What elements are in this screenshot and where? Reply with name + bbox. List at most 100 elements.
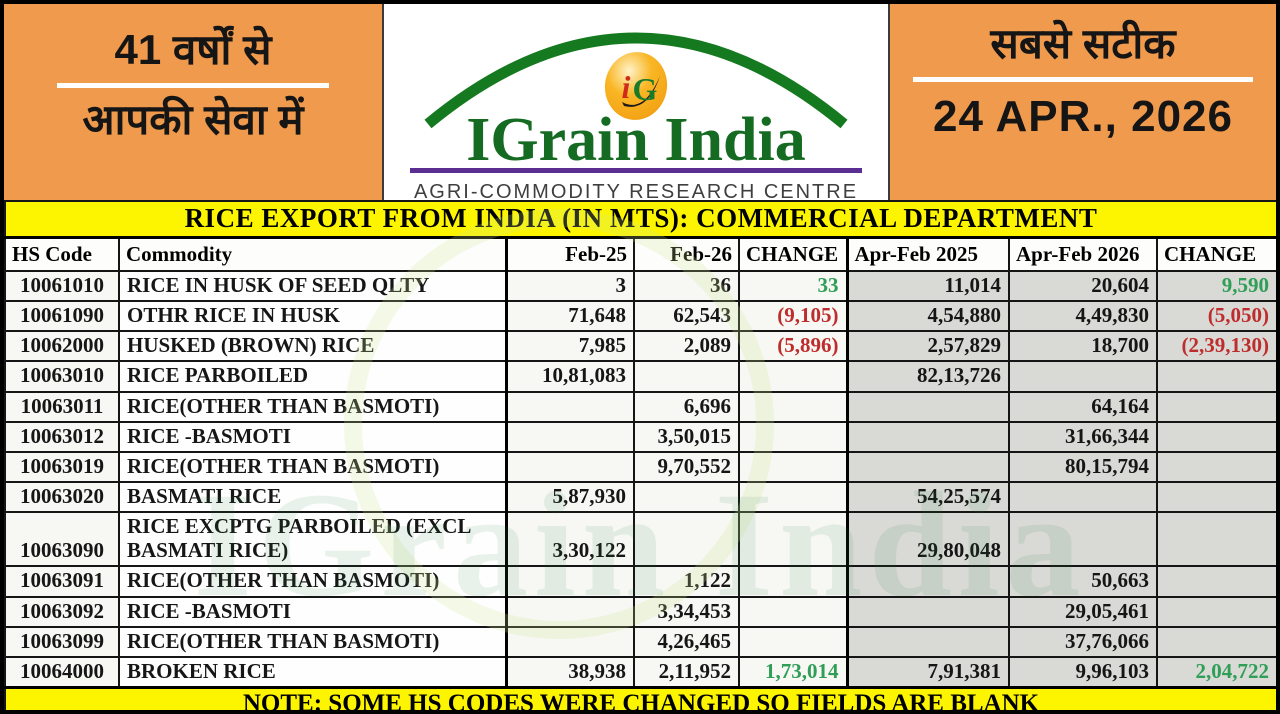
table-row: 10063090 RICE EXCPTG PARBOILED (EXCL BASM… [4, 511, 1276, 568]
cell-change-month [738, 595, 848, 628]
cell-apr-feb-2026: 9,96,103 [1008, 655, 1158, 689]
cell-feb25: 7,985 [504, 330, 635, 363]
cell-feb26 [633, 480, 740, 514]
logo-graphic: i G IGrain India [410, 32, 862, 174]
cell-feb25 [504, 625, 635, 658]
right-banner: सबसे सटीक 24 APR., 2026 [888, 4, 1276, 200]
cell-apr-feb-2026: 64,164 [1008, 390, 1158, 423]
cell-feb25: 71,648 [504, 300, 635, 333]
table-row: 10063099 RICE(OTHER THAN BASMOTI) 4,26,465… [4, 625, 1276, 658]
cell-feb25: 3,30,122 [504, 511, 635, 568]
cell-apr-feb-2026 [1008, 360, 1158, 393]
cell-apr-feb-2025 [845, 390, 1010, 423]
cell-commodity: RICE PARBOILED [118, 360, 507, 393]
cell-change-month [738, 480, 848, 514]
cell-change-month: (5,896) [738, 330, 848, 363]
cell-change-fy [1156, 360, 1276, 393]
cell-apr-feb-2026: 50,663 [1008, 565, 1158, 598]
cell-apr-feb-2026: 37,76,066 [1008, 625, 1158, 658]
left-banner-line1: 41 वर्षों से [114, 26, 272, 73]
cell-commodity: RICE -BASMOTI [118, 420, 507, 453]
cell-feb25 [504, 565, 635, 598]
cell-feb26: 2,089 [633, 330, 740, 363]
cell-change-fy [1156, 480, 1276, 514]
table-row: 10063020 BASMATI RICE 5,87,930 54,25,574 [4, 480, 1276, 514]
cell-apr-feb-2026: 80,15,794 [1008, 450, 1158, 483]
cell-change-fy [1156, 511, 1276, 568]
cell-hs-code: 10063090 [4, 511, 120, 568]
column-header-change-month: CHANGE [738, 236, 848, 272]
cell-hs-code: 10063099 [4, 625, 120, 658]
cell-change-fy: (5,050) [1156, 300, 1276, 333]
cell-feb26 [633, 511, 740, 568]
cell-apr-feb-2026 [1008, 511, 1158, 568]
cell-hs-code: 10063011 [4, 390, 120, 423]
cell-apr-feb-2025 [845, 595, 1010, 628]
cell-apr-feb-2026: 4,49,830 [1008, 300, 1158, 333]
cell-change-month [738, 511, 848, 568]
cell-commodity: RICE(OTHER THAN BASMOTI) [118, 625, 507, 658]
cell-feb26: 6,696 [633, 390, 740, 423]
table-row: 10063010 RICE PARBOILED 10,81,083 82,13,726 [4, 360, 1276, 393]
table-row: 10062000 HUSKED (BROWN) RICE 7,985 2,089 (5,… [4, 330, 1276, 363]
cell-apr-feb-2025 [845, 565, 1010, 598]
left-banner: 41 वर्षों से आपकी सेवा में [4, 4, 384, 200]
logo-arch [424, 32, 848, 129]
cell-commodity: RICE(OTHER THAN BASMOTI) [118, 450, 507, 483]
table-row: 10061090 OTHR RICE IN HUSK 71,648 62,543 (9,… [4, 300, 1276, 333]
cell-change-month [738, 625, 848, 658]
table-title: RICE EXPORT FROM INDIA (IN MTS): COMMERC… [4, 200, 1276, 239]
brand-text: IGrain India [466, 106, 805, 174]
cell-feb25: 3 [504, 269, 635, 303]
cell-feb25 [504, 450, 635, 483]
cell-feb26: 3,50,015 [633, 420, 740, 453]
cell-feb26: 1,122 [633, 565, 740, 598]
table-row: 10061010 RICE IN HUSK OF SEED QLTY 3 36 33 11… [4, 269, 1276, 303]
cell-commodity: OTHR RICE IN HUSK [118, 300, 507, 333]
cell-change-fy: 9,590 [1156, 269, 1276, 303]
cell-apr-feb-2026: 31,66,344 [1008, 420, 1158, 453]
cell-change-month: 1,73,014 [738, 655, 848, 689]
cell-feb26 [633, 360, 740, 393]
cell-apr-feb-2025 [845, 420, 1010, 453]
cell-apr-feb-2025 [845, 450, 1010, 483]
cell-change-fy [1156, 390, 1276, 423]
cell-change-fy: (2,39,130) [1156, 330, 1276, 363]
logo: i G IGrain India AGRI-COMMODITY RESEARCH… [384, 4, 888, 203]
cell-feb26: 36 [633, 269, 740, 303]
brand-underline [410, 168, 862, 173]
table-row: 10063012 RICE -BASMOTI 3,50,015 31,66,344 [4, 420, 1276, 453]
date-text: 24 APR., 2026 [933, 91, 1233, 141]
cell-apr-feb-2025 [845, 625, 1010, 658]
table-row: 10063019 RICE(OTHER THAN BASMOTI) 9,70,552… [4, 450, 1276, 483]
cell-hs-code: 10061090 [4, 300, 120, 333]
cell-commodity: HUSKED (BROWN) RICE [118, 330, 507, 363]
cell-feb26: 3,34,453 [633, 595, 740, 628]
cell-apr-feb-2025: 29,80,048 [845, 511, 1010, 568]
cell-commodity: RICE(OTHER THAN BASMOTI) [118, 565, 507, 598]
logo-badge-g: G [633, 71, 658, 107]
cell-hs-code: 10063092 [4, 595, 120, 628]
cell-apr-feb-2025: 4,54,880 [845, 300, 1010, 333]
right-banner-tagline: सबसे सटीक [990, 20, 1176, 67]
cell-change-month [738, 360, 848, 393]
cell-feb25: 38,938 [504, 655, 635, 689]
cell-change-month: 33 [738, 269, 848, 303]
cell-change-fy [1156, 625, 1276, 658]
cell-apr-feb-2025: 2,57,829 [845, 330, 1010, 363]
cell-hs-code: 10064000 [4, 655, 120, 689]
cell-change-fy [1156, 595, 1276, 628]
table-header-row: HS Code Commodity Feb-25 Feb-26 CHANGE A… [4, 236, 1276, 272]
cell-change-month [738, 390, 848, 423]
cell-change-fy [1156, 420, 1276, 453]
logo-badge-i: i [622, 69, 631, 105]
left-banner-line2: आपकी सेवा में [82, 95, 304, 143]
column-header-feb26: Feb-26 [633, 236, 740, 272]
cell-hs-code: 10063019 [4, 450, 120, 483]
cell-apr-feb-2025: 54,25,574 [845, 480, 1010, 514]
cell-apr-feb-2026 [1008, 480, 1158, 514]
cell-change-fy [1156, 565, 1276, 598]
column-header-commodity: Commodity [118, 236, 507, 272]
rice-export-table: RICE EXPORT FROM INDIA (IN MTS): COMMERC… [4, 200, 1276, 710]
